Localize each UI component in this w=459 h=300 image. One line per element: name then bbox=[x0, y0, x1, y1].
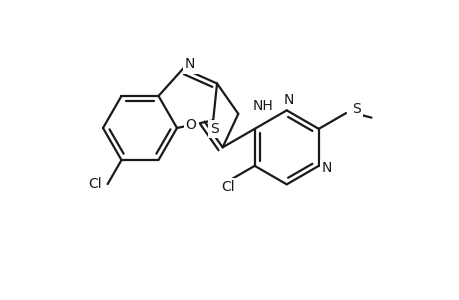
Text: S: S bbox=[209, 122, 218, 136]
Text: N: N bbox=[185, 58, 195, 71]
Text: N: N bbox=[283, 93, 293, 107]
Text: Cl: Cl bbox=[88, 177, 101, 191]
Text: N: N bbox=[321, 161, 331, 175]
Text: O: O bbox=[185, 118, 196, 132]
Text: Cl: Cl bbox=[220, 180, 234, 194]
Text: S: S bbox=[351, 102, 360, 116]
Text: NH: NH bbox=[252, 99, 273, 113]
